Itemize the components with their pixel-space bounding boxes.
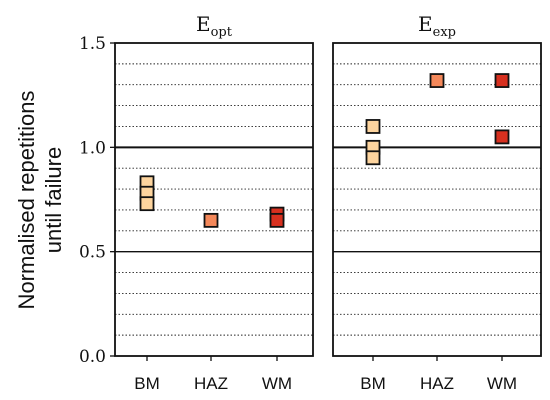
panel-title: Eexp bbox=[418, 12, 456, 40]
x-tick-label: BM bbox=[134, 374, 160, 393]
y-axis-label-line-2: until failure bbox=[41, 147, 66, 253]
x-tick-labels: BM HAZ WM bbox=[134, 356, 292, 393]
marker-bm bbox=[365, 119, 381, 134]
y-tick-label: 1.0 bbox=[79, 138, 106, 158]
y-tick-label: 1.5 bbox=[79, 34, 106, 54]
x-tick-label: HAZ bbox=[194, 374, 228, 393]
marker-bm bbox=[365, 150, 381, 166]
marker-bm bbox=[139, 196, 155, 212]
panel-title-main: E bbox=[418, 12, 433, 36]
panel-e-exp: Eexp BM HAZ WM bbox=[332, 12, 542, 393]
x-tick-label: BM bbox=[360, 374, 386, 393]
panel-e-opt: Eopt BM HAZ WM 0.0 0.5 1.0 1.5 bbox=[79, 12, 314, 393]
gridlines bbox=[333, 63, 541, 336]
panel-title: Eopt bbox=[196, 12, 233, 40]
y-tick-label: 0.0 bbox=[79, 347, 106, 367]
marker-wm bbox=[494, 129, 510, 145]
marker-wm bbox=[494, 73, 510, 88]
x-tick-label: WM bbox=[487, 374, 517, 393]
plot-frame bbox=[114, 42, 314, 357]
y-tick-labels: 0.0 0.5 1.0 1.5 bbox=[79, 34, 115, 367]
data-markers bbox=[365, 73, 510, 166]
marker-haz bbox=[429, 73, 445, 88]
panel-title-subscript: exp bbox=[433, 25, 456, 40]
panel-title-subscript: opt bbox=[211, 25, 233, 40]
marker-haz bbox=[203, 212, 219, 228]
x-tick-label: WM bbox=[262, 374, 292, 393]
x-tick-label: HAZ bbox=[420, 374, 454, 393]
y-tick-label: 0.5 bbox=[79, 243, 106, 263]
panel-title-main: E bbox=[196, 12, 211, 36]
data-markers bbox=[139, 175, 285, 228]
y-axis-label-line-1: Normalised repetitions bbox=[14, 91, 39, 310]
plot-frame bbox=[332, 42, 542, 357]
x-tick-labels: BM HAZ WM bbox=[360, 356, 517, 393]
marker-wm bbox=[269, 212, 285, 228]
